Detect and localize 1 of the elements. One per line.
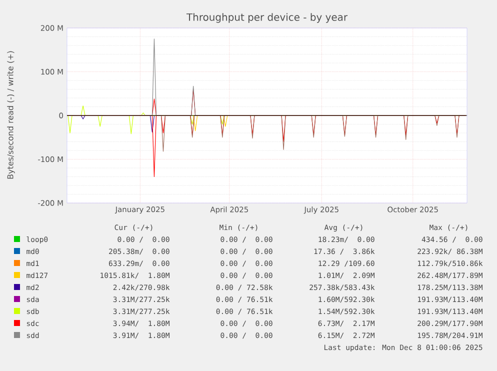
- chart-title: Throughput per device - by year: [186, 13, 348, 23]
